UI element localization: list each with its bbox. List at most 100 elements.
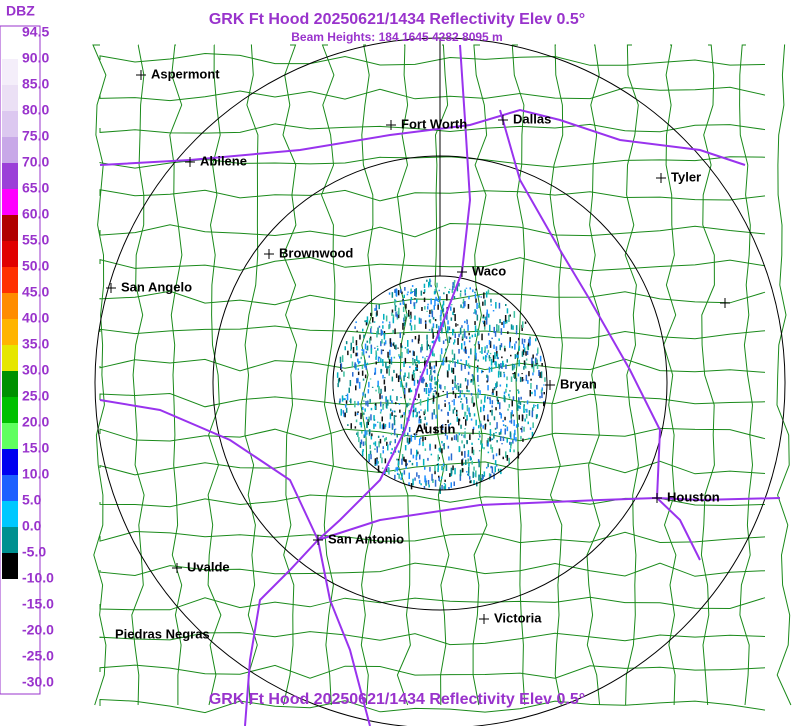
echo <box>497 371 500 378</box>
echo <box>466 385 468 389</box>
echo <box>372 317 374 323</box>
echo <box>398 473 400 479</box>
echo <box>381 457 383 464</box>
echo <box>412 411 414 418</box>
echo <box>505 451 507 458</box>
echo <box>379 393 381 400</box>
echo <box>382 404 384 410</box>
echo <box>395 311 397 317</box>
city-label: Austin <box>415 421 456 436</box>
echo <box>388 422 391 428</box>
echo <box>421 377 423 383</box>
echo <box>433 340 435 345</box>
echo <box>453 296 456 300</box>
echo <box>417 379 419 384</box>
echo <box>489 341 492 348</box>
echo <box>373 321 376 323</box>
echo <box>506 426 509 432</box>
echo <box>446 391 448 399</box>
echo <box>527 421 529 425</box>
echo <box>467 458 469 462</box>
echo <box>404 372 406 378</box>
echo <box>502 420 504 423</box>
echo <box>527 342 530 347</box>
highway <box>99 399 319 541</box>
echo <box>508 404 510 408</box>
echo <box>398 354 400 357</box>
echo <box>402 300 405 306</box>
legend-label: 85.0 <box>22 76 49 92</box>
echo <box>471 460 473 465</box>
echo <box>461 440 463 444</box>
echo <box>459 394 461 398</box>
echo <box>471 334 474 338</box>
echo <box>364 343 367 350</box>
echo <box>501 443 503 445</box>
echo <box>423 292 425 294</box>
echo <box>368 355 370 358</box>
echo <box>363 434 365 438</box>
echo <box>482 356 485 360</box>
county-line <box>549 44 564 706</box>
echo <box>368 429 371 436</box>
echo <box>440 476 443 480</box>
echo <box>435 360 437 367</box>
echo <box>368 381 370 388</box>
echo <box>496 396 499 401</box>
echo <box>418 393 420 398</box>
echo <box>532 365 535 373</box>
echo <box>489 473 492 478</box>
echo <box>389 441 391 446</box>
echo <box>436 282 438 288</box>
echo <box>385 437 387 441</box>
echo <box>532 361 535 368</box>
echo <box>391 423 394 429</box>
echo <box>434 291 437 294</box>
echo <box>415 414 417 418</box>
echo <box>442 390 444 393</box>
echo <box>492 310 495 312</box>
echo <box>521 428 523 433</box>
echo <box>345 407 348 413</box>
city-label: Waco <box>472 263 506 278</box>
echo <box>416 299 418 303</box>
echo <box>379 421 381 428</box>
echo <box>490 444 492 450</box>
city-label: Bryan <box>560 376 597 391</box>
echo <box>382 363 384 367</box>
echo <box>395 288 398 295</box>
echo <box>451 437 453 441</box>
echo <box>514 372 516 379</box>
echo <box>500 343 503 348</box>
echo <box>490 465 492 469</box>
echo <box>437 304 439 310</box>
echo <box>365 400 367 406</box>
echo <box>397 290 400 296</box>
echo <box>394 474 396 480</box>
echo <box>531 391 533 395</box>
legend-label: 55.0 <box>22 232 49 248</box>
county-line <box>99 290 766 306</box>
echo <box>476 302 478 310</box>
echo <box>506 308 509 314</box>
echo <box>526 345 529 350</box>
echo <box>412 358 414 366</box>
echo <box>452 409 455 414</box>
echo <box>481 333 483 341</box>
echo <box>382 435 384 438</box>
echo <box>465 419 467 426</box>
echo <box>343 398 345 401</box>
echo <box>406 313 408 318</box>
echo <box>524 363 526 368</box>
echo <box>451 349 454 355</box>
echo <box>465 349 467 354</box>
legend-label: 15.0 <box>22 440 49 456</box>
echo <box>457 383 459 385</box>
echo <box>408 427 411 432</box>
echo <box>433 365 436 369</box>
echo <box>385 397 387 401</box>
legend: 94.5 90.0 85.0 80.0 75.0 70.0 65.0 60.0 55.0 50.0… <box>2 24 54 690</box>
echo <box>476 328 479 332</box>
echo <box>336 372 339 378</box>
